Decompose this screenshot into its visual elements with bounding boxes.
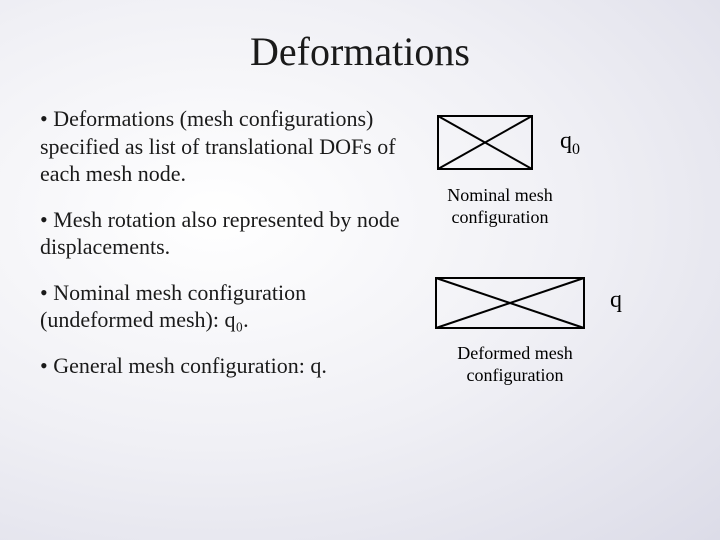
label-sub: 0	[572, 141, 580, 158]
nominal-caption: Nominal mesh configuration	[430, 185, 570, 228]
deformed-diagram-block: q	[430, 273, 690, 333]
nominal-label: q0	[560, 128, 580, 159]
slide-title: Deformations	[0, 0, 720, 75]
label-main: q	[560, 128, 572, 154]
deformed-label: q	[610, 287, 622, 314]
nominal-diagram-group: q0 Nominal mesh configuration	[430, 110, 690, 228]
bullet-item: • Mesh rotation also represented by node…	[40, 206, 420, 261]
nominal-mesh-icon	[430, 110, 540, 175]
content-area: • Deformations (mesh configurations) spe…	[0, 105, 720, 431]
nominal-diagram-block: q0	[430, 110, 690, 175]
diagram-column: q0 Nominal mesh configuration q Deformed…	[430, 105, 690, 431]
bullet-item: • General mesh configuration: q.	[40, 352, 420, 380]
deformed-caption: Deformed mesh configuration	[430, 343, 600, 386]
bullet-item: • Nominal mesh configuration (undeformed…	[40, 279, 420, 334]
bullet-column: • Deformations (mesh configurations) spe…	[0, 105, 430, 431]
deformed-mesh-icon	[430, 273, 590, 333]
deformed-diagram-group: q Deformed mesh configuration	[430, 273, 690, 386]
label-main: q	[610, 287, 622, 313]
bullet-item: • Deformations (mesh configurations) spe…	[40, 105, 420, 188]
